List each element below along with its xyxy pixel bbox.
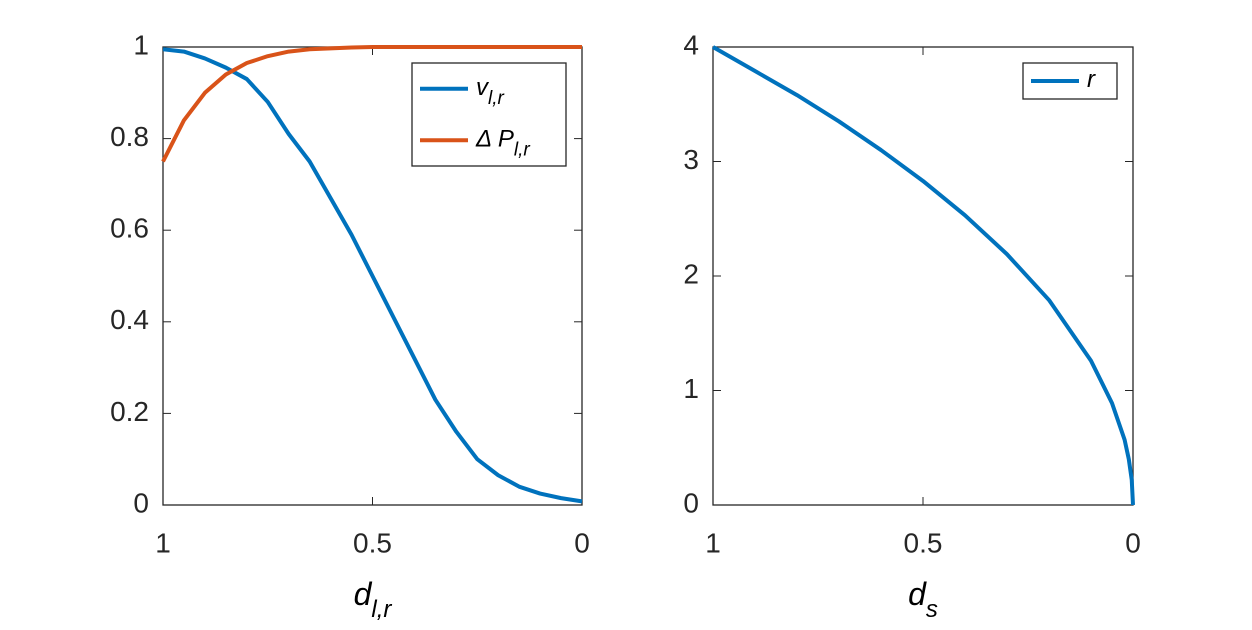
legend: r (1022, 62, 1118, 100)
x-tick-label: 1 (705, 527, 721, 558)
x-tick-label: 0 (574, 527, 590, 558)
x-tick-label: 0.5 (904, 527, 943, 558)
y-tick-label: 0.8 (110, 121, 149, 152)
x-tick-label: 0 (1125, 527, 1141, 558)
legend-label-main: Δ P (475, 126, 514, 153)
legend-label-subscript: l,r (514, 139, 531, 160)
legend-label-subscript: l,r (488, 88, 505, 109)
y-tick-label: 0 (683, 487, 699, 518)
x-axis-label: dl,r (354, 576, 393, 623)
legend-label: Δ Pl,r (475, 126, 530, 161)
y-tick-label: 0.6 (110, 213, 149, 244)
y-tick-label: 1 (133, 29, 149, 60)
x-axis-label: ds (908, 576, 938, 623)
x-axis-label-main: d (354, 576, 373, 612)
plot-area (712, 46, 1134, 506)
legend-label: vl,r (476, 74, 505, 109)
legend-box (411, 62, 567, 167)
x-axis-label-main: d (908, 576, 927, 612)
line-series (712, 45, 1135, 506)
legend-label: r (1087, 66, 1096, 93)
y-tick-label: 2 (683, 258, 699, 289)
y-tick-label: 4 (683, 29, 699, 60)
legend: vl,rΔ Pl,r (411, 62, 567, 167)
x-axis-label-subscript: l,r (371, 596, 392, 623)
y-tick-label: 1 (683, 373, 699, 404)
legend-label-main: v (476, 74, 490, 101)
x-axis-label-subscript: s (926, 596, 938, 623)
x-tick-label: 1 (155, 527, 171, 558)
line-series (161, 45, 582, 163)
subplot: 00.20.40.60.811 0.5 0dl,rvl,rΔ Pl,r (110, 29, 590, 623)
y-tick-label: 0.4 (110, 304, 149, 335)
y-tick-label: 0.2 (110, 396, 149, 427)
y-tick-label: 3 (683, 144, 699, 175)
y-tick-label: 0 (133, 487, 149, 518)
x-tick-label: 0.5 (353, 527, 392, 558)
legend-label-main: r (1087, 66, 1096, 93)
